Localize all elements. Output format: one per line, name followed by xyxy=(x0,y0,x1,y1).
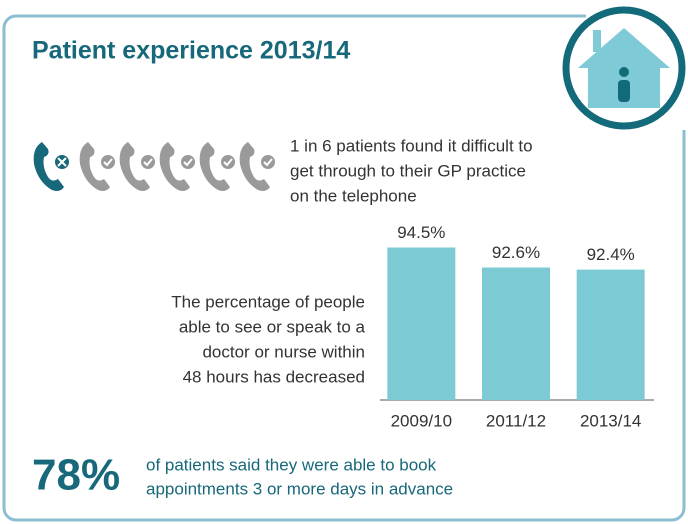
bar xyxy=(387,247,456,400)
house-icon xyxy=(562,6,686,130)
value-label: 94.5% xyxy=(397,223,445,242)
bar xyxy=(482,267,550,400)
big-stat-text: appointments 3 or more days in advance xyxy=(146,479,453,498)
value-label: 92.6% xyxy=(492,243,540,262)
big-stat-text: of patients said they were able to book xyxy=(146,455,437,474)
big-stat: 78% xyxy=(32,451,120,500)
chart-text: The percentage of people xyxy=(171,292,365,311)
title: Patient experience 2013/14 xyxy=(32,37,350,65)
bar xyxy=(576,269,645,400)
phone-text: get through to their GP practice xyxy=(290,161,526,180)
x-tick-label: 2011/12 xyxy=(486,411,546,430)
frame xyxy=(2,14,686,522)
chart-text: able to see or speak to a xyxy=(179,317,366,336)
chart-text: 48 hours has decreased xyxy=(183,367,365,386)
phone-icons xyxy=(33,142,277,191)
x-tick-label: 2013/14 xyxy=(580,411,641,430)
phone-text: on the telephone xyxy=(290,186,417,205)
value-label: 92.4% xyxy=(587,245,635,264)
phone-text: 1 in 6 patients found it difficult to xyxy=(290,136,533,155)
x-tick-label: 2009/10 xyxy=(391,411,452,430)
chart-text: doctor or nurse within xyxy=(202,342,365,361)
